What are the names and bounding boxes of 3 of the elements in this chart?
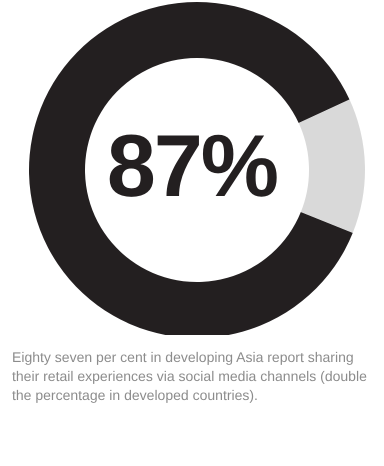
text: Eighty seven per cent in developing Asia report sharing their retail experiences via social media channels (double the percentage in developed countries). xyxy=(12,348,368,405)
data-label: 87% xyxy=(106,116,278,215)
donut-slice xyxy=(298,100,365,233)
